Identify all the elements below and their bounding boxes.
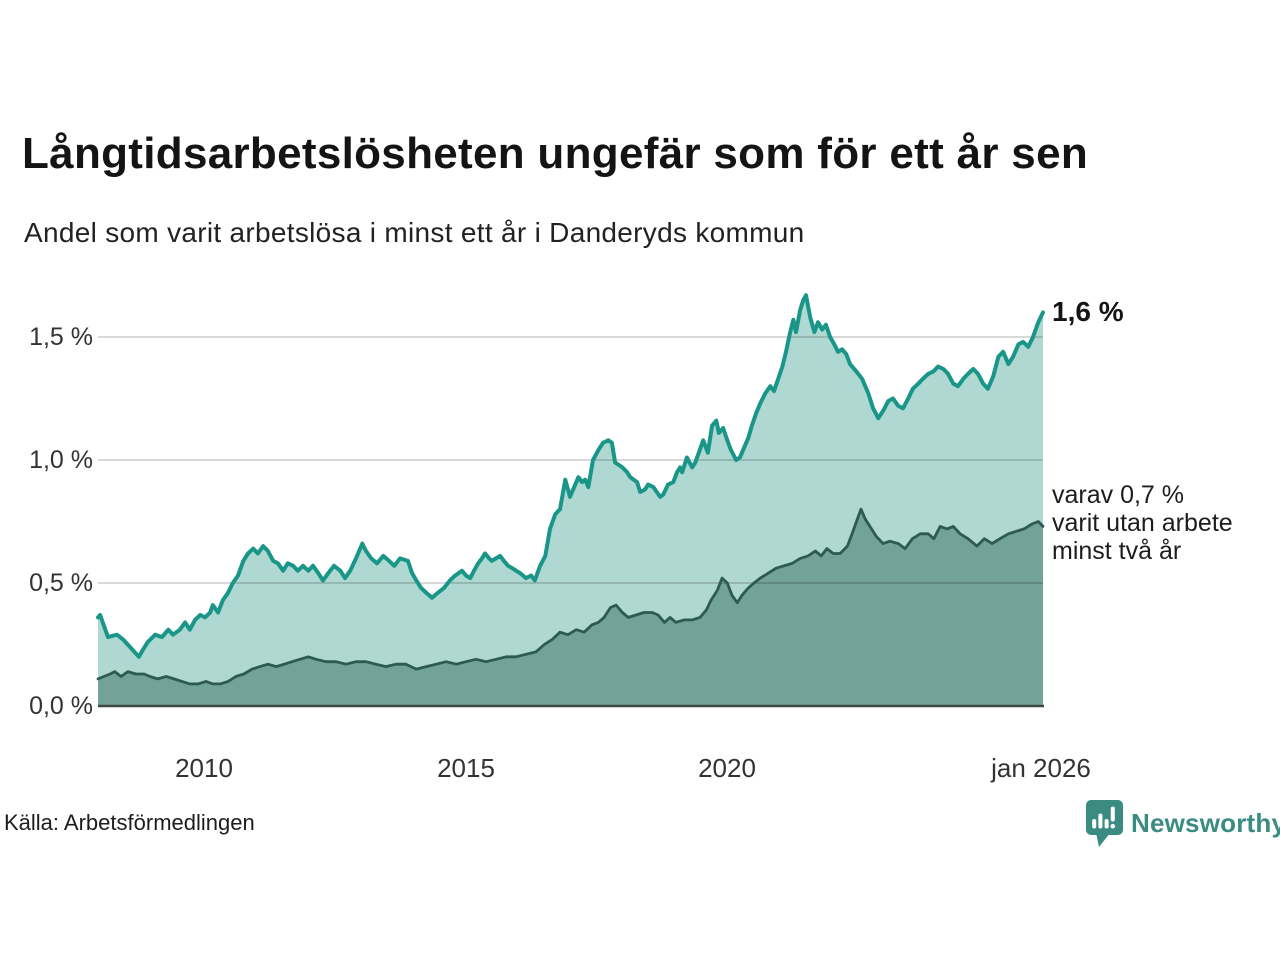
newsworthy-logo: Newsworthy bbox=[1086, 800, 1280, 847]
x-axis-tick: jan 2026 bbox=[991, 753, 1091, 783]
annotation-line: minst två år bbox=[1052, 537, 1182, 565]
page-title: Långtidsarbetslösheten ungefär som för e… bbox=[22, 129, 1089, 178]
annotation-line: varit utan arbete bbox=[1052, 509, 1233, 537]
source-attribution: Källa: Arbetsförmedlingen bbox=[4, 810, 255, 835]
secondary-series-annotation: varav 0,7 % varit utan arbete minst två … bbox=[1052, 481, 1233, 565]
area-fill-two-years bbox=[98, 509, 1043, 706]
line-one-year bbox=[96, 293, 1045, 659]
x-axis-tick: 2015 bbox=[437, 753, 495, 783]
subtitle: Andel som varit arbetslösa i minst ett å… bbox=[24, 217, 805, 248]
y-axis-tick: 1,5 % bbox=[29, 323, 93, 351]
x-axis-tick: 2010 bbox=[175, 753, 233, 783]
latest-value-label: 1,6 % bbox=[1052, 296, 1124, 327]
annotation-line: varav 0,7 % bbox=[1052, 481, 1185, 509]
newsworthy-wordmark: Newsworthy bbox=[1131, 808, 1280, 838]
newsworthy-speech-bubble-chart-icon bbox=[1086, 800, 1123, 847]
x-axis-tick: 2020 bbox=[698, 753, 756, 783]
y-axis-tick: 0,5 % bbox=[29, 569, 93, 597]
y-axis-tick: 0,0 % bbox=[29, 692, 93, 720]
y-axis-tick: 1,0 % bbox=[29, 446, 93, 474]
line-two-years bbox=[96, 507, 1045, 686]
